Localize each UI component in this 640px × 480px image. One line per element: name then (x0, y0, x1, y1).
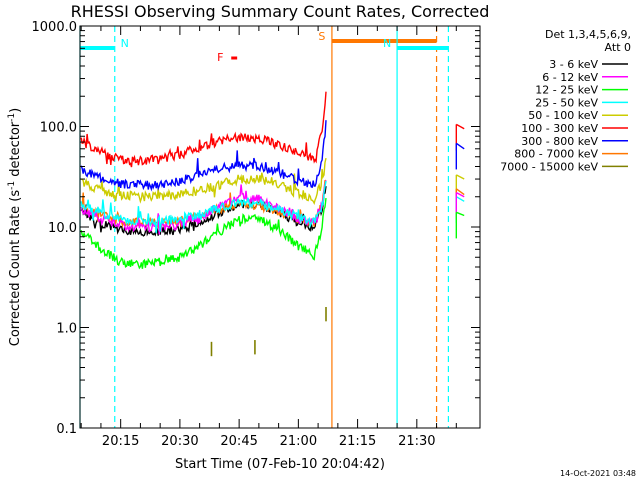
flag-label: N (121, 37, 129, 50)
legend-label-800-7000-kev: 800 - 7000 keV (514, 148, 598, 161)
series-50-100-kev-line (81, 157, 327, 205)
y-tick-label: 0.1 (56, 422, 77, 437)
legend-label-100-300-kev: 100 - 300 keV (521, 122, 598, 135)
late-100-300-kev-line (455, 123, 465, 130)
late-12-25-kev-line (456, 211, 465, 217)
series-100-300-kev-line (80, 91, 327, 168)
flag-label: N (383, 37, 391, 50)
legend-header-line2: Att 0 (605, 41, 631, 54)
y-tick-label: 100.0 (40, 121, 77, 136)
legend-label-7000-15000-kev: 7000 - 15000 keV (500, 160, 598, 173)
flare-marker-label: F (217, 51, 223, 64)
legend-label-25-50-kev: 25 - 50 keV (535, 96, 598, 109)
y-axis-label: Corrected Count Rate (s-1 detector-1) (7, 108, 23, 346)
y-tick-label: 1.0 (56, 322, 77, 337)
flag-label: S (318, 30, 325, 43)
y-tick-label: 10.0 (48, 221, 77, 236)
x-tick-label: 20:30 (161, 434, 198, 449)
late-25-50-kev-line (455, 196, 465, 202)
x-tick-label: 21:15 (339, 434, 376, 449)
legend-header-line1: Det 1,3,4,5,6,9, (545, 28, 631, 41)
series-25-50-kev-line (80, 180, 327, 234)
x-tick-label: 21:30 (398, 434, 435, 449)
series-12-25-kev-line (80, 198, 327, 270)
x-tick-label: 20:45 (220, 434, 257, 449)
y-tick-label: 1000.0 (32, 20, 78, 35)
legend-label-300-800-kev: 300 - 800 keV (521, 135, 598, 148)
legend-label-6-12-kev: 6 - 12 keV (542, 71, 598, 84)
legend-label-3-6-kev: 3 - 6 keV (549, 58, 598, 71)
generation-timestamp: 14-Oct-2021 03:48 (560, 469, 636, 478)
chart-title: RHESSI Observing Summary Count Rates, Co… (71, 2, 490, 21)
x-tick-label: 21:00 (280, 434, 317, 449)
series-300-800-kev-line (80, 120, 327, 192)
x-axis-label: Start Time (07-Feb-10 20:04:42) (175, 457, 385, 472)
legend-label-50-100-kev: 50 - 100 keV (528, 109, 598, 122)
late-50-100-kev-line (455, 174, 465, 180)
late-800-7000-kev-line (455, 188, 465, 196)
series-6-12-kev-line (80, 180, 327, 235)
legend-label-12-25-kev: 12 - 25 keV (535, 84, 598, 97)
x-tick-label: 20:15 (102, 434, 139, 449)
late-300-800-kev-line (455, 142, 465, 150)
late-6-12-kev-line (455, 191, 465, 198)
